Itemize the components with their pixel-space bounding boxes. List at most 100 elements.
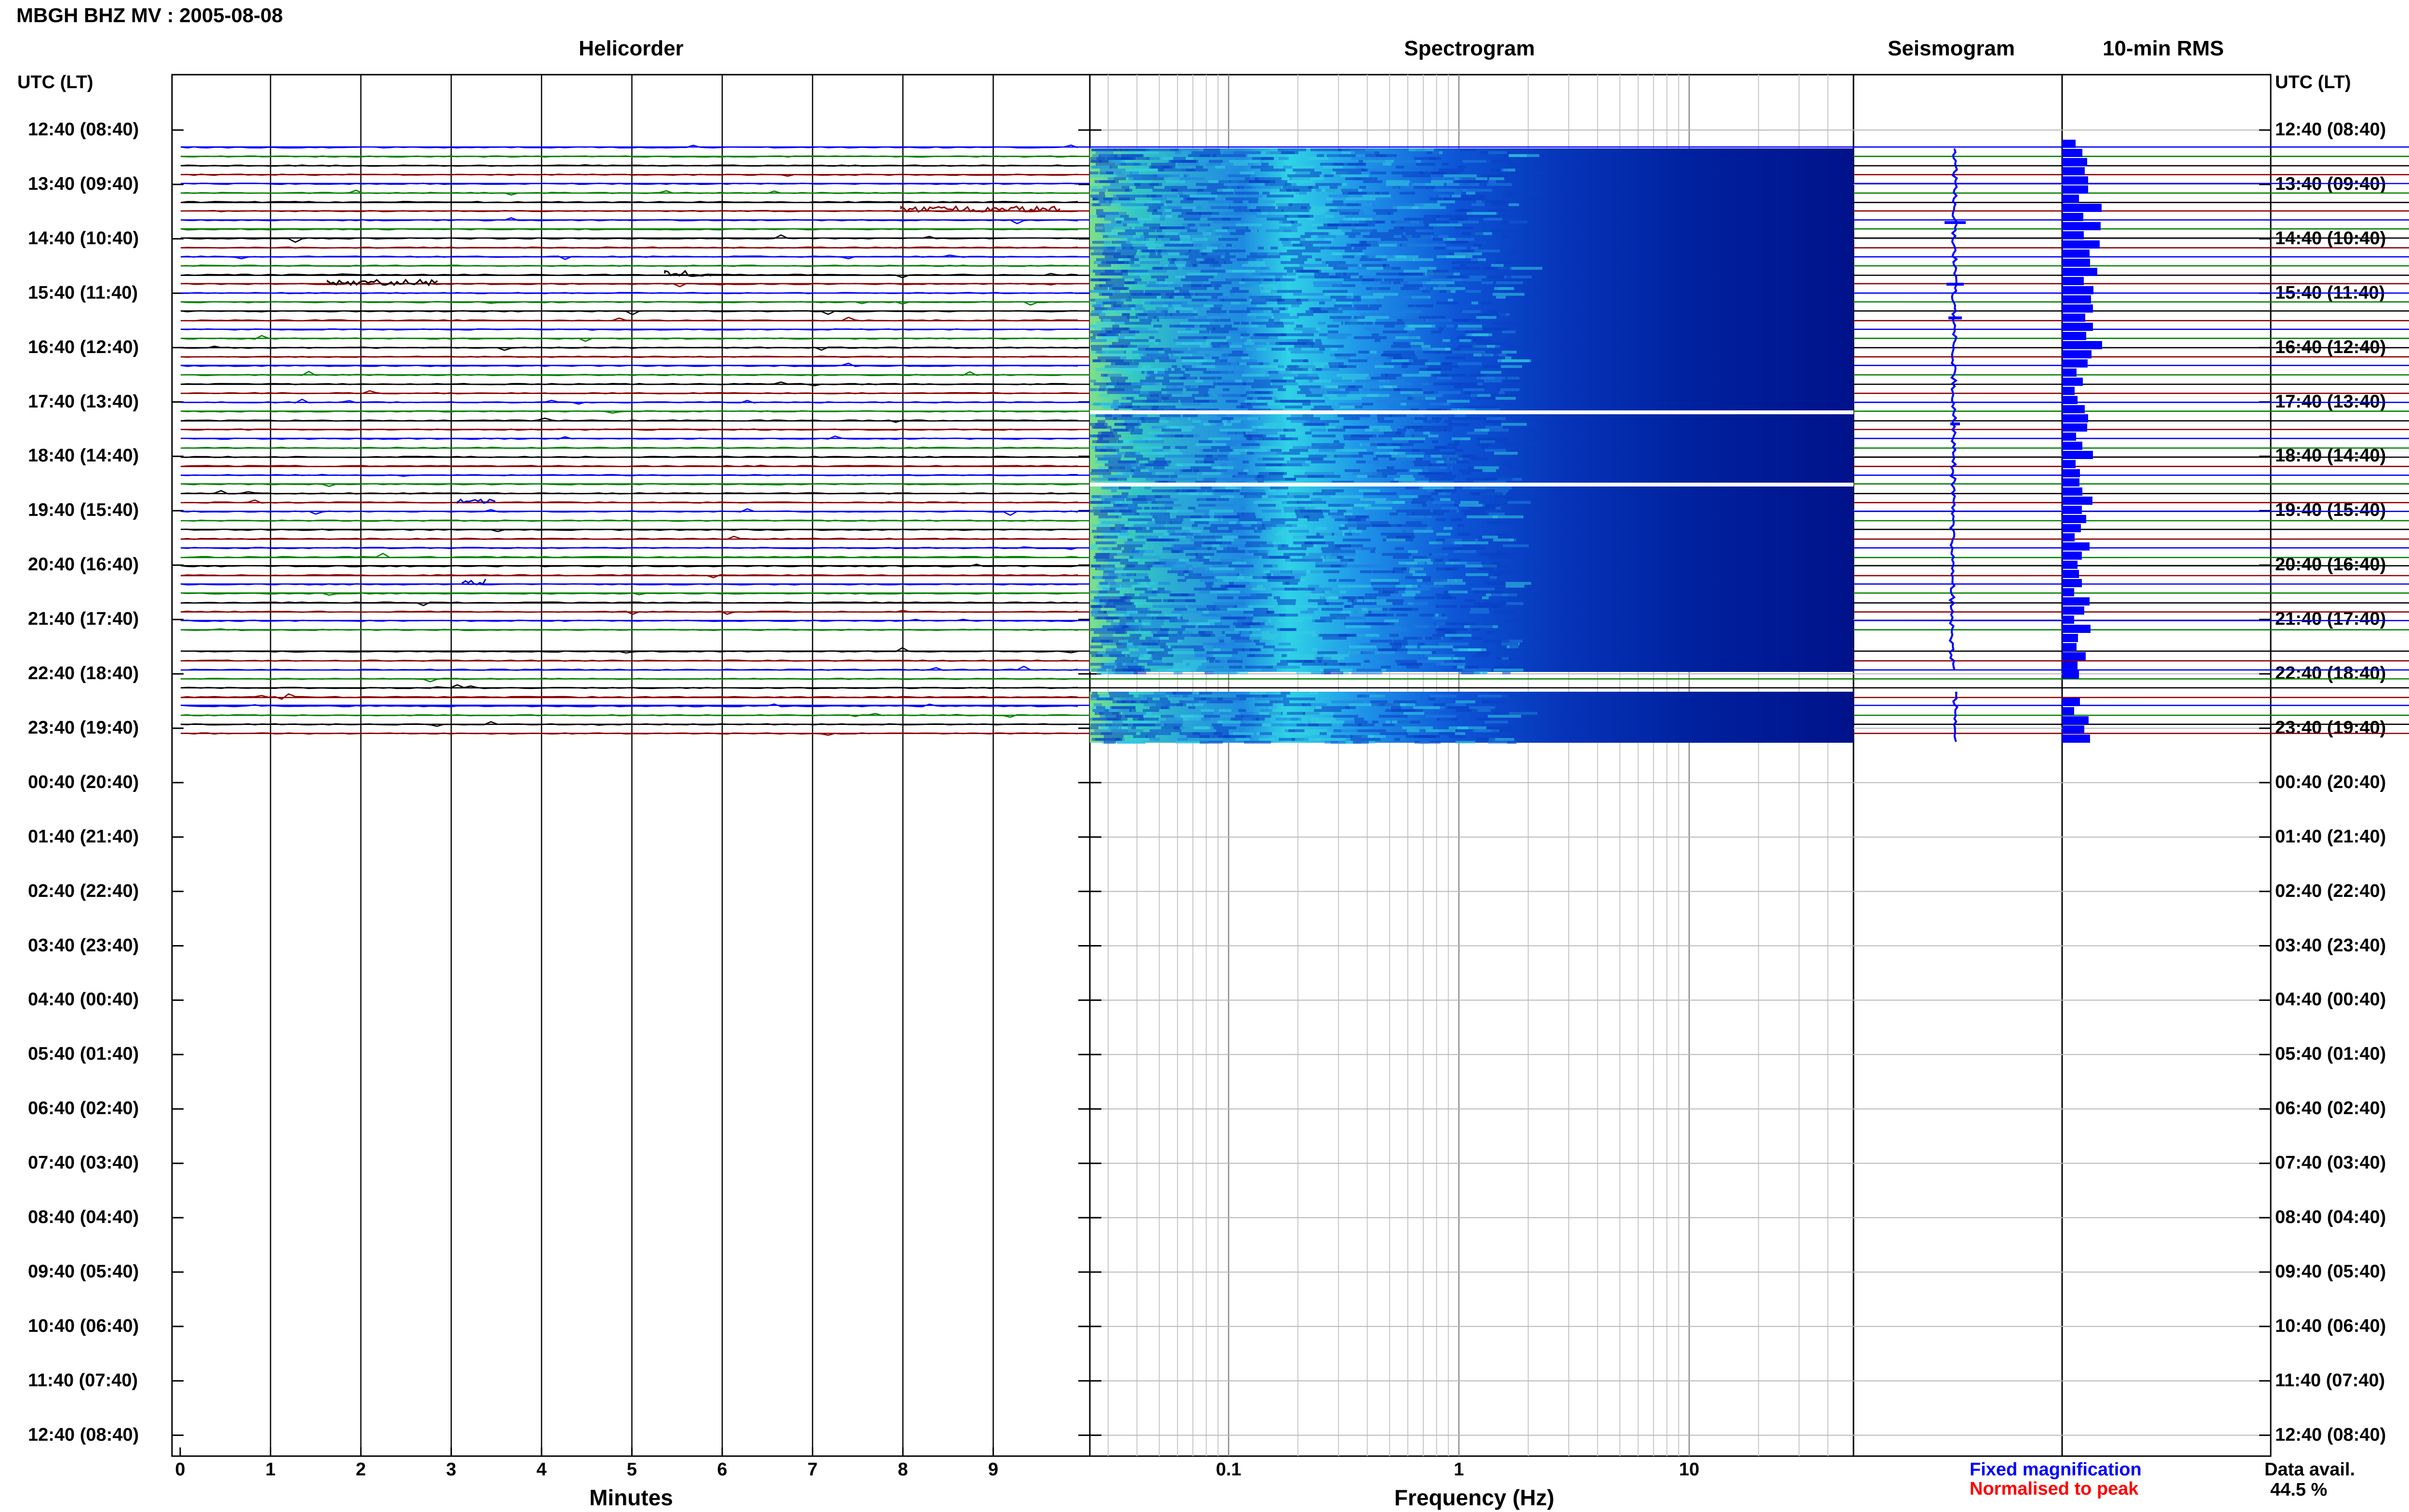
- spectrogram-cell: [1254, 177, 1282, 180]
- spectrogram-cell: [1264, 423, 1279, 426]
- spectrogram-cell: [1273, 648, 1294, 651]
- spectrogram-cell: [1319, 348, 1325, 351]
- spectrogram-cell: [1422, 281, 1455, 284]
- spectrogram-cell: [1383, 591, 1398, 593]
- left-time-label: 04:40 (00:40): [28, 989, 139, 1010]
- spectrogram-cell: [1494, 712, 1500, 715]
- spectrogram-cell: [1495, 261, 1521, 264]
- left-time-label: 15:40 (11:40): [28, 282, 138, 303]
- spectrogram-cell: [1232, 351, 1243, 354]
- spectrogram-cell: [1474, 602, 1507, 605]
- spectrogram-cell: [1214, 671, 1239, 674]
- spectrogram-cell: [1174, 695, 1200, 697]
- spectrogram-cell: [1284, 296, 1305, 299]
- spectrogram-cell: [1126, 498, 1152, 501]
- spectrogram-cell: [1495, 533, 1508, 536]
- spectrogram-cell: [1341, 565, 1374, 567]
- spectrogram-cell: [1090, 278, 1108, 281]
- seismogram-trace: [1952, 692, 1959, 742]
- rms-bar: [2062, 698, 2080, 706]
- spectrogram-cell: [1245, 585, 1263, 588]
- spectrogram-cell: [1137, 611, 1162, 614]
- spectrogram-cell: [1257, 397, 1277, 400]
- spectrogram-cell: [1283, 697, 1315, 700]
- spectrogram-cell: [1489, 177, 1504, 180]
- spectrogram-cell: [1320, 732, 1327, 735]
- spectrogram-cell: [1128, 657, 1152, 660]
- spectrogram-cell: [1152, 189, 1177, 192]
- spectrogram-cell: [1178, 573, 1184, 576]
- rms-bar: [2062, 616, 2074, 624]
- spectrogram-cell: [1363, 388, 1383, 391]
- spectrogram-cell: [1394, 478, 1415, 481]
- spectrogram-cell: [1380, 732, 1408, 735]
- spectrogram-cell: [1328, 330, 1338, 333]
- spectrogram-cell: [1237, 513, 1244, 515]
- rms-bar: [2062, 671, 2079, 679]
- spectrogram-cell: [1437, 631, 1457, 634]
- spectrogram-cell: [1111, 622, 1127, 625]
- spectrogram-cell: [1216, 232, 1231, 235]
- spectrogram-cell: [1466, 192, 1475, 195]
- spectrogram-cell: [1117, 666, 1131, 669]
- spectrogram-cell: [1307, 218, 1314, 221]
- rms-bar: [2062, 259, 2090, 267]
- spectrogram-cell: [1460, 605, 1466, 608]
- spectrogram-cell: [1112, 336, 1135, 339]
- spectrogram-cell: [1396, 530, 1414, 533]
- spectrogram-cell: [1120, 356, 1130, 359]
- spectrogram-cell: [1118, 741, 1146, 744]
- spectrogram-cell: [1362, 281, 1390, 284]
- left-time-label: 02:40 (22:40): [28, 881, 139, 901]
- spectrogram-cell: [1491, 229, 1519, 232]
- spectrogram-cell: [1471, 247, 1478, 250]
- spectrogram-cell: [1227, 544, 1250, 547]
- spectrogram-cell: [1105, 365, 1138, 368]
- spectrogram-cell: [1259, 284, 1276, 287]
- spectrogram-cell: [1454, 385, 1486, 388]
- spectrogram-cell: [1368, 351, 1377, 354]
- spectrogram-cell: [1091, 565, 1100, 567]
- helicorder-trace: [180, 246, 2409, 249]
- spectrogram-cell: [1297, 515, 1324, 518]
- spectrogram-cell: [1485, 426, 1503, 429]
- spectrogram-cell: [1155, 339, 1161, 342]
- spectrogram-cell: [1401, 296, 1429, 299]
- spectrogram-cell: [1146, 599, 1162, 602]
- seismogram-title: Seismogram: [1887, 37, 2015, 60]
- spectrogram-cell: [1153, 634, 1168, 637]
- spectrogram-cell: [1358, 596, 1377, 599]
- spectrogram-cell: [1447, 247, 1466, 250]
- spectrogram-cell: [1174, 547, 1203, 550]
- spectrogram-cell: [1461, 250, 1481, 252]
- spectrogram-cell: [1244, 186, 1256, 189]
- spectrogram-cell: [1112, 648, 1129, 651]
- spectrogram-cell: [1180, 377, 1197, 380]
- spectrogram-cell: [1503, 544, 1529, 547]
- spectrogram-cell: [1147, 284, 1180, 287]
- spectrogram-cell: [1222, 330, 1246, 333]
- spectrogram-cell: [1262, 151, 1281, 154]
- spectrogram-cell: [1266, 466, 1285, 469]
- spectrogram-cell: [1335, 729, 1359, 732]
- spectrogram-cell: [1370, 550, 1375, 553]
- spectrogram-cell: [1180, 177, 1205, 180]
- spectrogram-cell: [1302, 423, 1325, 426]
- spectrogram-cell: [1474, 671, 1488, 674]
- spectrogram-cell: [1504, 403, 1512, 406]
- spectrogram-cell: [1472, 628, 1481, 631]
- spectrogram-cell: [1351, 671, 1382, 674]
- spectrogram-cell: [1167, 692, 1174, 695]
- rms-bar: [2062, 323, 2093, 331]
- spectrogram-cell: [1140, 261, 1160, 264]
- spectrogram-cell: [1340, 174, 1369, 177]
- spectrogram-cell: [1287, 460, 1305, 463]
- spectrogram-cell: [1168, 206, 1192, 209]
- spectrogram-cell: [1406, 530, 1433, 533]
- spectrogram-cell: [1334, 533, 1345, 536]
- spectrogram-cell: [1198, 625, 1230, 628]
- spectrogram-cell: [1443, 527, 1453, 530]
- spectrogram-cell: [1121, 154, 1144, 157]
- spectrogram-cell: [1260, 446, 1290, 449]
- helicorder-trace: [180, 217, 2409, 224]
